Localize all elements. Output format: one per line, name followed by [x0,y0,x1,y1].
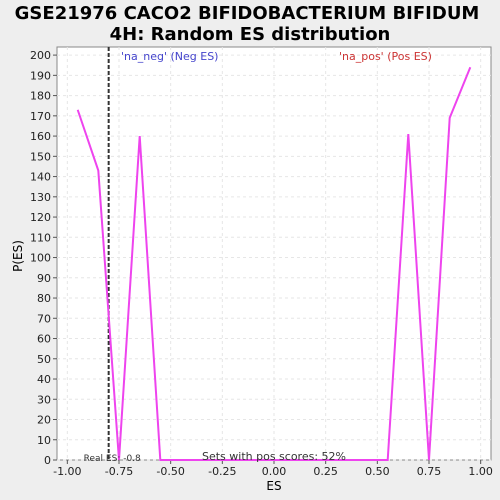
y-tick-label: 150 [30,150,51,163]
y-tick-label: 170 [30,110,51,123]
x-tick-label: -1.00 [53,465,81,478]
y-tick-label: 190 [30,69,51,82]
y-tick-label: 80 [37,292,51,305]
y-tick-label: 110 [30,231,51,244]
x-axis-label: ES [266,479,281,493]
y-axis-ticks: 0 10 20 30 40 50 60 70 80 90 100 110 120 130 140 150 160… [30,49,57,467]
chart-title-line2: 4H: Random ES distribution [110,24,391,45]
y-tick-label: 180 [30,90,51,103]
y-tick-label: 200 [30,49,51,62]
footer-note: Sets with pos scores: 52% [202,450,346,463]
chart-title-line1: GSE21976 CACO2 BIFIDOBACTERIUM BIFIDUM [15,3,480,24]
y-tick-label: 140 [30,171,51,184]
series-line [76,66,472,461]
y-tick-label: 30 [37,393,51,406]
y-tick-label: 20 [37,414,51,427]
y-tick-label: 100 [30,252,51,265]
x-tick-label: -0.50 [156,465,184,478]
y-tick-label: 130 [30,191,51,204]
y-tick-label: 0 [44,454,51,467]
x-tick-label: 1.00 [468,465,493,478]
y-tick-label: 90 [37,272,51,285]
x-tick-label: 0.75 [417,465,442,478]
x-tick-label: -0.75 [105,465,133,478]
legend-neg: 'na_neg' (Neg ES) [121,50,218,63]
y-tick-label: 10 [37,434,51,447]
x-tick-label: -0.25 [208,465,236,478]
x-tick-label: 0.50 [365,465,390,478]
y-tick-label: 70 [37,312,51,325]
x-tick-label: 0.25 [313,465,338,478]
y-axis-label: P(ES) [11,240,25,272]
y-tick-label: 40 [37,373,51,386]
y-tick-label: 160 [30,130,51,143]
x-tick-label: 0.00 [262,465,287,478]
legend-pos: 'na_pos' (Pos ES) [339,50,432,63]
x-axis-ticks: -1.00 -0.75 -0.50 -0.25 0.00 0.25 0.50 0.75 1.00 [53,460,493,478]
real-es-label: Real ES: -0.8 [84,454,141,464]
y-tick-label: 50 [37,353,51,366]
y-tick-label: 60 [37,333,51,346]
y-tick-label: 120 [30,211,51,224]
